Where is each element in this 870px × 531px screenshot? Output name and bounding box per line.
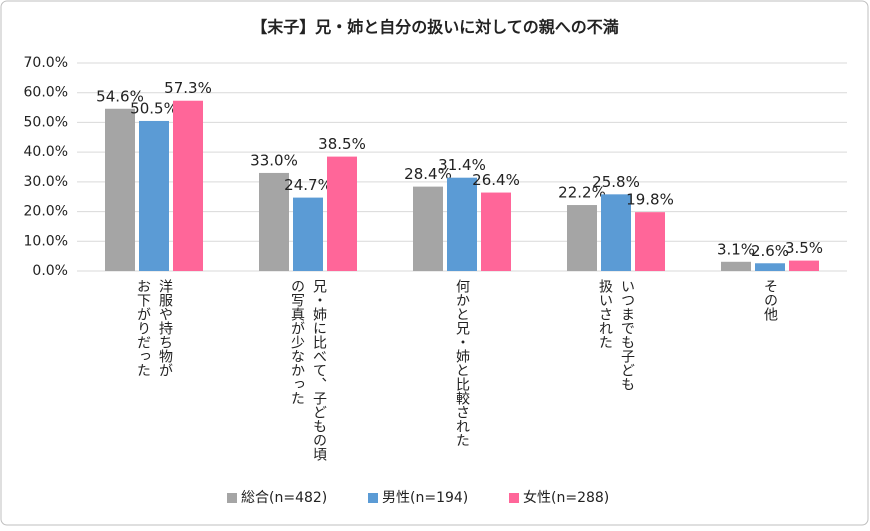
y-tick-label: 40.0%	[24, 144, 68, 160]
y-tick-label: 20.0%	[24, 204, 68, 220]
x-tick-label: 洋服や持ち物が お下がりだった	[135, 279, 173, 377]
legend-swatch	[509, 493, 519, 503]
y-tick-label: 10.0%	[24, 233, 68, 249]
chart-title: 【末子】兄・姉と自分の扱いに対しての親への不満	[251, 18, 619, 37]
y-tick-label: 50.0%	[24, 114, 68, 130]
y-tick-label: 30.0%	[24, 174, 68, 190]
legend-label: 女性(n=288)	[523, 489, 609, 506]
value-label: 26.4%	[472, 171, 520, 189]
bar	[173, 100, 203, 271]
value-label: 54.6%	[96, 87, 144, 105]
legend-swatch	[227, 493, 237, 503]
bar	[755, 263, 785, 271]
bar	[139, 120, 169, 271]
x-tick-label-box: その他	[762, 279, 778, 321]
x-tick-label-box: 洋服や持ち物が お下がりだった	[135, 279, 173, 377]
bar	[447, 177, 477, 271]
x-tick-label: いつまでも子ども 扱いされた	[597, 279, 635, 391]
y-tick-label: 60.0%	[24, 85, 68, 101]
value-label: 3.1%	[717, 240, 755, 258]
value-label: 24.7%	[284, 176, 332, 194]
x-tick-label: 何かと兄・姉と比較された	[454, 279, 470, 447]
value-label: 19.8%	[626, 191, 674, 209]
value-label: 25.8%	[592, 173, 640, 191]
bar	[481, 192, 511, 271]
value-label: 38.5%	[318, 135, 366, 153]
value-label: 28.4%	[404, 165, 452, 183]
value-label: 31.4%	[438, 156, 486, 174]
y-tick-label: 70.0%	[24, 55, 68, 71]
x-tick-label-box: 兄・姉に比べて、子どもの頃 の写真が少なかった	[289, 279, 327, 461]
bar	[105, 108, 135, 271]
value-label: 22.2%	[558, 184, 606, 202]
x-tick-label: その他	[762, 279, 778, 321]
bar	[293, 197, 323, 271]
bar	[721, 261, 751, 271]
bar	[567, 205, 597, 271]
x-tick-label-box: 何かと兄・姉と比較された	[454, 279, 470, 447]
value-label: 50.5%	[130, 99, 178, 117]
bar	[635, 212, 665, 271]
legend-label: 男性(n=194)	[382, 490, 468, 506]
value-label: 3.5%	[785, 239, 823, 257]
x-tick-label-box: いつまでも子ども 扱いされた	[597, 279, 635, 391]
bar	[789, 260, 819, 271]
legend-swatch	[368, 493, 378, 503]
y-tick-label: 0.0%	[32, 263, 68, 279]
bar	[601, 194, 631, 271]
legend-label: 総合(n=482)	[241, 490, 327, 506]
bar	[413, 186, 443, 271]
bar	[327, 156, 357, 271]
value-label: 57.3%	[164, 79, 212, 97]
value-label: 33.0%	[250, 151, 298, 169]
x-tick-label: 兄・姉に比べて、子どもの頃 の写真が少なかった	[289, 279, 327, 461]
value-label: 2.6%	[751, 242, 789, 260]
bar	[259, 172, 289, 271]
